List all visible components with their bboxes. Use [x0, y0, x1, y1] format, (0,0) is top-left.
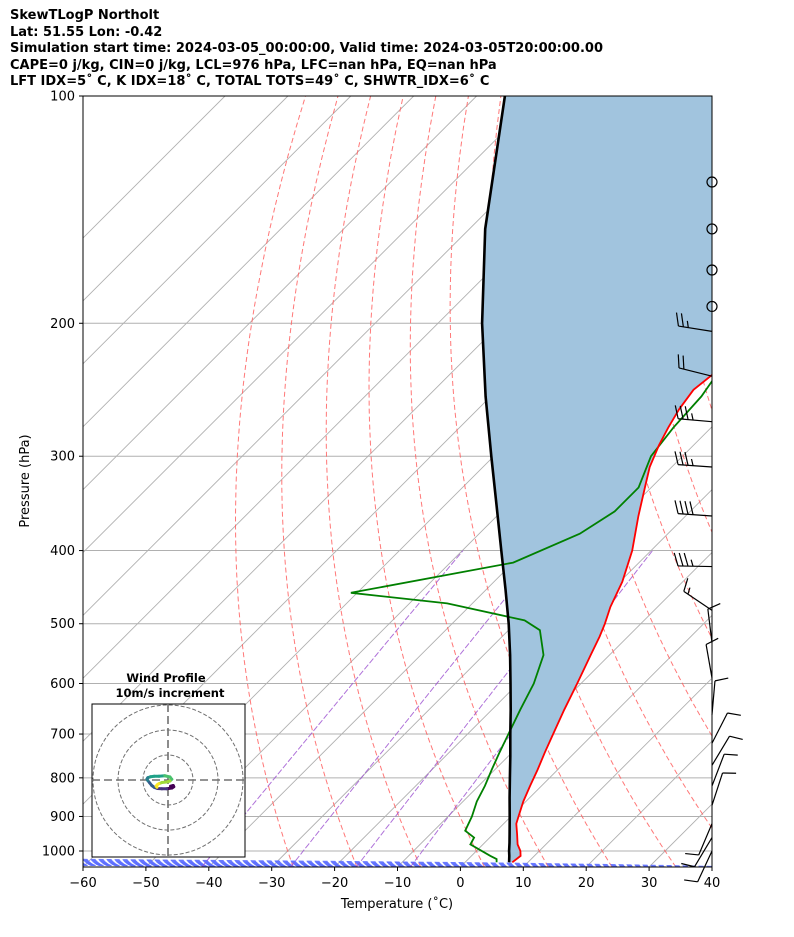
dewpoint-line — [350, 379, 712, 863]
wind-barb — [681, 837, 713, 868]
dry-adiabat — [663, 96, 712, 412]
y-tick-label: 1000 — [42, 845, 75, 860]
y-tick-label: 700 — [50, 728, 75, 743]
dry-adiabat — [729, 96, 794, 867]
isotherm-line — [334, 488, 712, 867]
hodograph-inset — [91, 703, 246, 858]
y-tick-label: 100 — [50, 90, 75, 105]
x-axis-label: Temperature (˚C) — [340, 896, 453, 912]
moist-adiabat — [83, 858, 712, 867]
wind-barb — [705, 637, 719, 679]
parcel-line — [480, 96, 513, 863]
x-tick-label: 0 — [456, 876, 464, 891]
moist-adiabat — [83, 861, 587, 867]
temperature-line — [511, 373, 712, 864]
y-tick-label: 400 — [50, 544, 75, 559]
wind-barb — [711, 753, 738, 787]
wind-barb — [711, 772, 737, 806]
wind-barb — [674, 405, 713, 423]
y-tick-label: 500 — [50, 617, 75, 632]
dry-adiabat — [762, 96, 794, 867]
isotherm-line — [522, 677, 712, 867]
hodograph-segment — [154, 784, 159, 789]
dry-adiabat — [368, 96, 485, 867]
x-tick-label: 30 — [641, 876, 658, 891]
isotherm-line — [83, 96, 477, 491]
wind-barb — [685, 823, 713, 856]
axis-ticks: −60 −50 −40 −30 −20 −10 0 10 20 30 40 1000 900 800 700… — [42, 90, 720, 892]
isotherm-line — [83, 96, 226, 239]
dry-adiabat — [235, 96, 306, 867]
wind-barb — [711, 712, 741, 744]
mixing-ratio-line — [201, 550, 464, 867]
profile-lines — [350, 96, 712, 864]
cin-shading — [482, 96, 712, 863]
wind-barb — [674, 451, 713, 468]
wind-barb — [707, 602, 721, 643]
index-line: LFT IDX=5˚ C, K IDX=18˚ C, TOTAL TOTS=49… — [10, 74, 490, 89]
wind-barb — [706, 300, 718, 313]
y-tick-label: 800 — [50, 771, 75, 786]
x-tick-label: −40 — [195, 876, 222, 891]
isotherm-line — [83, 96, 415, 428]
wind-barb — [677, 354, 713, 377]
wind-barb — [683, 578, 713, 611]
isotherm-line — [83, 96, 603, 617]
dry-adiabat — [281, 96, 358, 867]
isotherm-line — [460, 614, 712, 867]
mixing-ratio-line — [290, 550, 545, 867]
wind-barb — [711, 677, 729, 715]
chart-title: SkewTLogP Northolt — [10, 8, 160, 23]
wind-barb — [711, 735, 743, 766]
wind-barb — [706, 264, 718, 276]
hodograph-subtitle: 10m/s increment — [116, 686, 225, 700]
x-tick-label: 40 — [704, 876, 721, 891]
wind-barbs — [673, 176, 743, 883]
cape-line: CAPE=0 j/kg, CIN=0 j/kg, LCL=976 hPa, LF… — [10, 57, 497, 73]
hodograph-title: Wind Profile — [126, 671, 206, 685]
x-tick-label: 20 — [578, 876, 595, 891]
y-tick-label: 900 — [50, 810, 75, 825]
y-axis-label: Pressure (hPa) — [18, 434, 33, 527]
x-tick-label: −60 — [69, 876, 96, 891]
y-tick-label: 300 — [50, 450, 75, 465]
time-line: Simulation start time: 2024-03-05_00:00:… — [10, 41, 603, 56]
moist-adiabat — [83, 859, 712, 867]
chart-header: SkewTLogP Northolt Lat: 51.55 Lon: -0.42… — [10, 8, 603, 91]
moist-adiabat — [83, 860, 681, 867]
wind-barb — [706, 223, 718, 235]
wind-barb — [684, 850, 713, 883]
x-tick-label: −50 — [132, 876, 159, 891]
y-tick-label: 200 — [50, 317, 75, 332]
isotherm-line — [83, 96, 540, 554]
isotherm-line — [711, 866, 712, 867]
x-tick-label: −10 — [384, 876, 411, 891]
isotherm-line — [83, 96, 352, 365]
x-tick-label: 10 — [515, 876, 532, 891]
wind-barb — [673, 552, 713, 568]
moist-adiabat — [83, 860, 650, 867]
wind-barb — [706, 176, 718, 188]
isotherm-line — [83, 96, 289, 302]
x-tick-label: −30 — [258, 876, 285, 891]
location-line: Lat: 51.55 Lon: -0.42 — [10, 24, 163, 40]
isotherm-line — [271, 426, 712, 867]
x-tick-label: −20 — [321, 876, 348, 891]
y-tick-label: 600 — [50, 677, 75, 692]
wind-barb — [674, 500, 713, 517]
wind-barb — [675, 312, 713, 332]
